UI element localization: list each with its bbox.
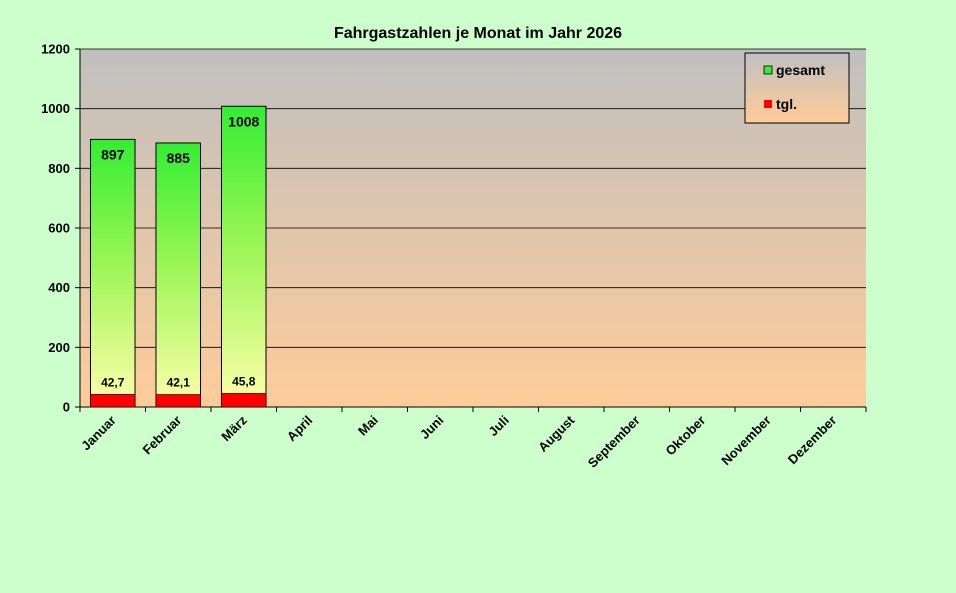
legend-box (744, 52, 850, 124)
x-tick-label: März (218, 412, 250, 444)
y-tick-label: 800 (48, 161, 70, 176)
data-label-tgl: 45,8 (232, 374, 256, 388)
x-tick-label: Dezember (785, 413, 840, 468)
x-tick-label: Februar (140, 413, 185, 458)
x-tick-label: Oktober (663, 413, 709, 459)
chart-title: Fahrgastzahlen je Monat im Jahr 2026 (334, 25, 622, 42)
bar-tgl (90, 394, 136, 408)
bars: 897 885 1008 42,7 42,1 45,8 (89, 105, 267, 408)
y-tick-label: 200 (48, 340, 70, 355)
data-label-tgl: 42,7 (101, 375, 125, 389)
x-tick-label: August (535, 412, 578, 455)
data-label-gesamt: 897 (101, 146, 125, 162)
legend-swatch-tgl (764, 100, 772, 108)
legend-label-gesamt: gesamt (776, 62, 825, 78)
legend-swatch-gesamt (763, 65, 773, 75)
data-label-tgl: 42,1 (167, 375, 191, 389)
bar-tgl (221, 393, 267, 408)
bar-gesamt (89, 138, 136, 408)
x-tick-label: Januar (78, 413, 119, 454)
legend-label-tgl: tgl. (776, 96, 797, 112)
x-tick-label: November (718, 413, 774, 469)
x-tick-label: September (585, 413, 643, 471)
x-axis: Januar Februar März April Mai Juni Juli August S… (78, 406, 867, 471)
bar-tgl (155, 394, 201, 408)
data-label-gesamt: 1008 (228, 113, 259, 129)
y-tick-label: 1200 (41, 42, 70, 57)
x-tick-label: Juli (485, 413, 511, 439)
y-tick-label: 1000 (41, 101, 70, 116)
bar-gesamt (155, 142, 202, 408)
x-tick-label: Juni (417, 413, 447, 443)
bar-gesamt (220, 105, 267, 408)
gridlines (80, 48, 866, 348)
y-tick-label: 0 (63, 400, 70, 415)
y-axis: 0 200 400 600 800 1000 1200 (41, 42, 81, 415)
y-tick-label: 600 (48, 221, 70, 236)
x-tick-label: April (284, 413, 316, 445)
y-tick-label: 400 (48, 280, 70, 295)
legend: gesamt tgl. (744, 52, 850, 124)
x-tick-label: Mai (355, 413, 381, 439)
data-label-gesamt: 885 (167, 150, 191, 166)
